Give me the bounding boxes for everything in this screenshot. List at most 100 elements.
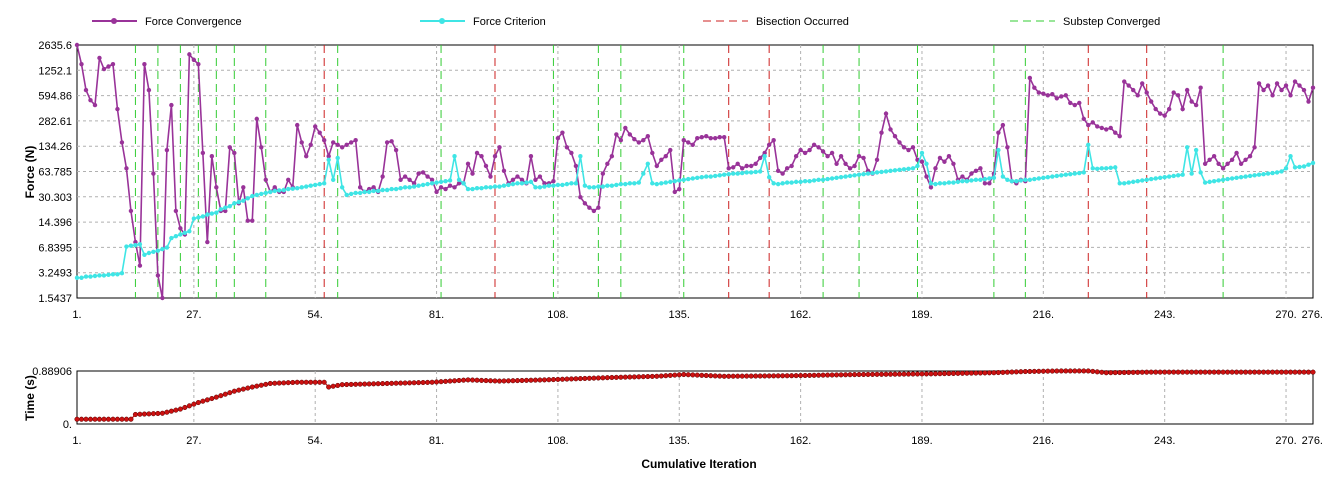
time-point-273: [1301, 369, 1307, 375]
series-1-point-245: [1175, 173, 1181, 178]
series-1-point-107: [555, 182, 561, 188]
time-point-131: [663, 373, 669, 379]
series-1-point-155: [771, 181, 776, 186]
series-1-point-200: [973, 177, 979, 182]
series-1-point-266: [1270, 170, 1275, 176]
series-0-point-147: [735, 161, 740, 166]
series-1-point-80: [434, 180, 439, 185]
time-point-245: [1175, 369, 1181, 375]
series-1-point-210: [1018, 178, 1024, 183]
series-0-point-134: [677, 186, 682, 192]
series-1-point-150: [748, 170, 754, 175]
time-point-24: [182, 404, 188, 411]
series-1-point-207: [1005, 177, 1010, 182]
series-0-point-34: [227, 145, 233, 150]
series-0-point-225: [1086, 122, 1091, 128]
series-1-point-129: [654, 181, 659, 187]
series-0-point-38: [245, 218, 250, 223]
series-0-point-111: [573, 163, 579, 169]
series-0-point-212: [1027, 75, 1033, 81]
series-1-point-177: [870, 170, 875, 176]
series-1-point-9: [115, 272, 120, 277]
series-0-point-269: [1283, 83, 1289, 88]
series-1-point-27: [196, 215, 201, 220]
time-point-212: [1027, 368, 1033, 375]
time-point-207: [1004, 369, 1010, 375]
time-point-274: [1305, 369, 1312, 375]
series-0-point-90: [479, 154, 484, 159]
series-1-point-42: [263, 190, 268, 196]
time-point-79: [429, 379, 435, 385]
series-1-point-201: [978, 177, 983, 182]
time-point-142: [712, 373, 718, 379]
series-0-point-267: [1274, 81, 1280, 86]
series-1-point-242: [1162, 174, 1167, 180]
series-0-point-0: [74, 42, 80, 48]
series-1-point-194: [946, 180, 952, 185]
time-point-129: [654, 373, 660, 379]
legend-label-3: Substep Converged: [1063, 16, 1160, 28]
series-0-point-247: [1184, 87, 1190, 93]
time-point-201: [977, 370, 983, 376]
time-point-180: [883, 371, 889, 377]
series-1-point-205: [996, 147, 1001, 153]
series-0-point-264: [1261, 87, 1266, 93]
x-tick-label-4: 108.: [547, 309, 568, 321]
series-0-point-162: [802, 150, 808, 156]
series-0-point-25: [187, 52, 192, 57]
time-point-208: [1009, 369, 1015, 375]
time-point-143: [717, 373, 723, 379]
time-point-238: [1144, 369, 1150, 375]
series-0-point-179: [879, 130, 884, 135]
series-0-point-83: [447, 183, 453, 188]
series-0-point-68: [380, 174, 385, 179]
series-1-point-38: [245, 196, 250, 201]
time-point-11: [123, 416, 129, 422]
series-1-point-13: [133, 242, 138, 248]
series-0-point-76: [416, 171, 421, 176]
time-point-134: [676, 372, 682, 378]
series-1-point-234: [1126, 180, 1131, 185]
time-point-236: [1135, 369, 1141, 375]
series-1-point-43: [268, 189, 273, 195]
series-0-point-10: [119, 140, 125, 145]
series-0-point-14: [137, 263, 143, 268]
series-1-point-255: [1220, 177, 1226, 182]
time-point-173: [852, 372, 858, 378]
series-0-point-138: [695, 135, 700, 141]
series-0-point-84: [452, 185, 457, 190]
time-point-16: [146, 411, 152, 417]
series-1-point-123: [627, 181, 633, 186]
time-point-15: [141, 411, 147, 417]
time-point-203: [986, 370, 992, 376]
time-point-99: [519, 377, 525, 384]
series-0-point-263: [1256, 81, 1262, 86]
series-0-point-272: [1297, 83, 1302, 88]
time-point-40: [254, 383, 260, 389]
series-1-point-154: [766, 174, 772, 180]
series-0-point-262: [1252, 145, 1257, 150]
time-point-209: [1013, 369, 1019, 375]
series-1-point-257: [1229, 176, 1235, 181]
series-1-point-202: [982, 176, 988, 182]
time-point-167: [825, 372, 831, 378]
series-1-point-251: [1202, 180, 1208, 185]
time-point-103: [537, 377, 543, 383]
series-1-point-171: [843, 174, 848, 179]
series-0-point-238: [1144, 90, 1149, 95]
series-0-point-94: [497, 145, 502, 150]
time-point-140: [703, 372, 709, 379]
time-x-tick-label-3: 81.: [429, 435, 444, 447]
time-point-75: [411, 380, 417, 386]
y-tick-label-5: 63.785: [38, 167, 72, 179]
series-0-point-207: [1005, 145, 1010, 150]
series-1-point-116: [596, 184, 601, 189]
series-1-point-82: [443, 178, 448, 184]
series-1-point-6: [101, 273, 107, 278]
series-1-point-19: [160, 246, 165, 252]
time-x-tick-label-1: 27.: [186, 435, 201, 447]
series-0-point-18: [155, 273, 161, 278]
series-0-point-218: [1054, 96, 1060, 101]
time-point-240: [1153, 369, 1159, 375]
time-point-195: [950, 370, 956, 377]
